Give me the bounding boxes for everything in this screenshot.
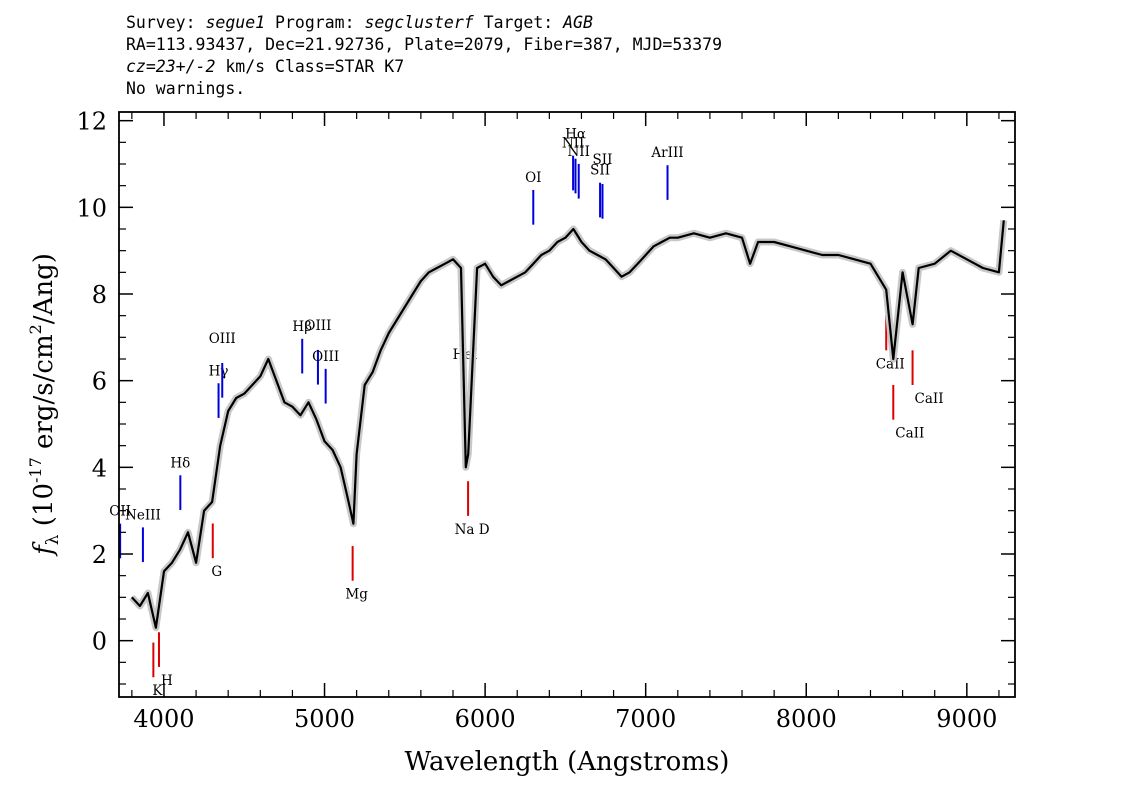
absorption-line-label: G xyxy=(211,564,222,580)
emission-line-label: Hδ xyxy=(170,455,190,471)
x-tick-label: 8000 xyxy=(776,705,837,733)
emission-line-label: NII xyxy=(567,144,589,160)
emission-line-label: Hα xyxy=(565,127,586,143)
spectrum-flux-line xyxy=(130,220,1005,629)
emission-line-label: SII xyxy=(593,152,613,168)
y-tick-label: 8 xyxy=(92,281,107,309)
y-tick-label: 12 xyxy=(76,108,107,136)
emission-line-label: SII xyxy=(590,163,610,179)
program-name: segclusterf xyxy=(364,13,474,32)
plot-frame xyxy=(118,111,1016,698)
x-tick-label: 4000 xyxy=(133,705,194,733)
absorption-line-label: K xyxy=(152,683,163,699)
absorption-line-label: Mg xyxy=(345,587,368,603)
x-tick-label: 9000 xyxy=(936,705,997,733)
x-tick-label: 7000 xyxy=(615,705,676,733)
axes: 4000 5000 6000 7000 8000 9000 0 2 4 6 8 10 12 xyxy=(76,108,1015,733)
emission-line-label: OII xyxy=(109,504,131,520)
emission-line-label: OIII xyxy=(304,318,331,334)
emission-line-label: NeIII xyxy=(125,507,161,523)
absorption-line-label: CaII xyxy=(876,356,905,372)
x-axis-title: Wavelength (Angstroms) xyxy=(405,747,730,777)
y-tick-label: 4 xyxy=(92,454,107,482)
y-tick-label: 10 xyxy=(76,194,107,222)
header-line-1: Survey: segue1 Program: segclusterf Targ… xyxy=(126,13,593,32)
absorption-line-label: Na D xyxy=(455,522,490,538)
spectrum-series xyxy=(129,219,1008,632)
absorption-line-label: CaII xyxy=(895,426,924,442)
redshift-value: cz=23+/-2 xyxy=(126,57,216,76)
x-tick-label: 5000 xyxy=(294,705,355,733)
target-name: AGB xyxy=(563,13,593,32)
emission-line-label: Hγ xyxy=(209,363,229,379)
emission-line-label: Hβ xyxy=(292,319,312,335)
emission-line-label: NII xyxy=(562,136,584,152)
y-tick-label: 6 xyxy=(92,368,107,396)
y-tick-label: 2 xyxy=(92,541,107,569)
spectrum-error-band xyxy=(129,219,1008,632)
plot-header: Survey: segue1 Program: segclusterf Targ… xyxy=(126,12,722,100)
y-axis-title: fλ (10-17 erg/s/cm2/Ang) xyxy=(26,253,63,557)
header-line-4: No warnings. xyxy=(126,79,246,98)
absorption-line-label: CaII xyxy=(915,391,944,407)
header-line-3: cz=23+/-2 km/s Class=STAR K7 xyxy=(126,57,405,76)
emission-line-label: ArIII xyxy=(650,145,683,161)
emission-line-label: OI xyxy=(525,170,541,186)
y-tick-label: 0 xyxy=(92,628,107,656)
survey-name: segue1 xyxy=(205,13,266,32)
emission-line-label: OIII xyxy=(209,331,236,347)
emission-line-label: OIII xyxy=(312,349,339,365)
x-tick-label: 6000 xyxy=(455,705,516,733)
header-line-2: RA=113.93437, Dec=21.92736, Plate=2079, … xyxy=(126,35,723,54)
absorption-line-label: H xyxy=(161,673,173,689)
